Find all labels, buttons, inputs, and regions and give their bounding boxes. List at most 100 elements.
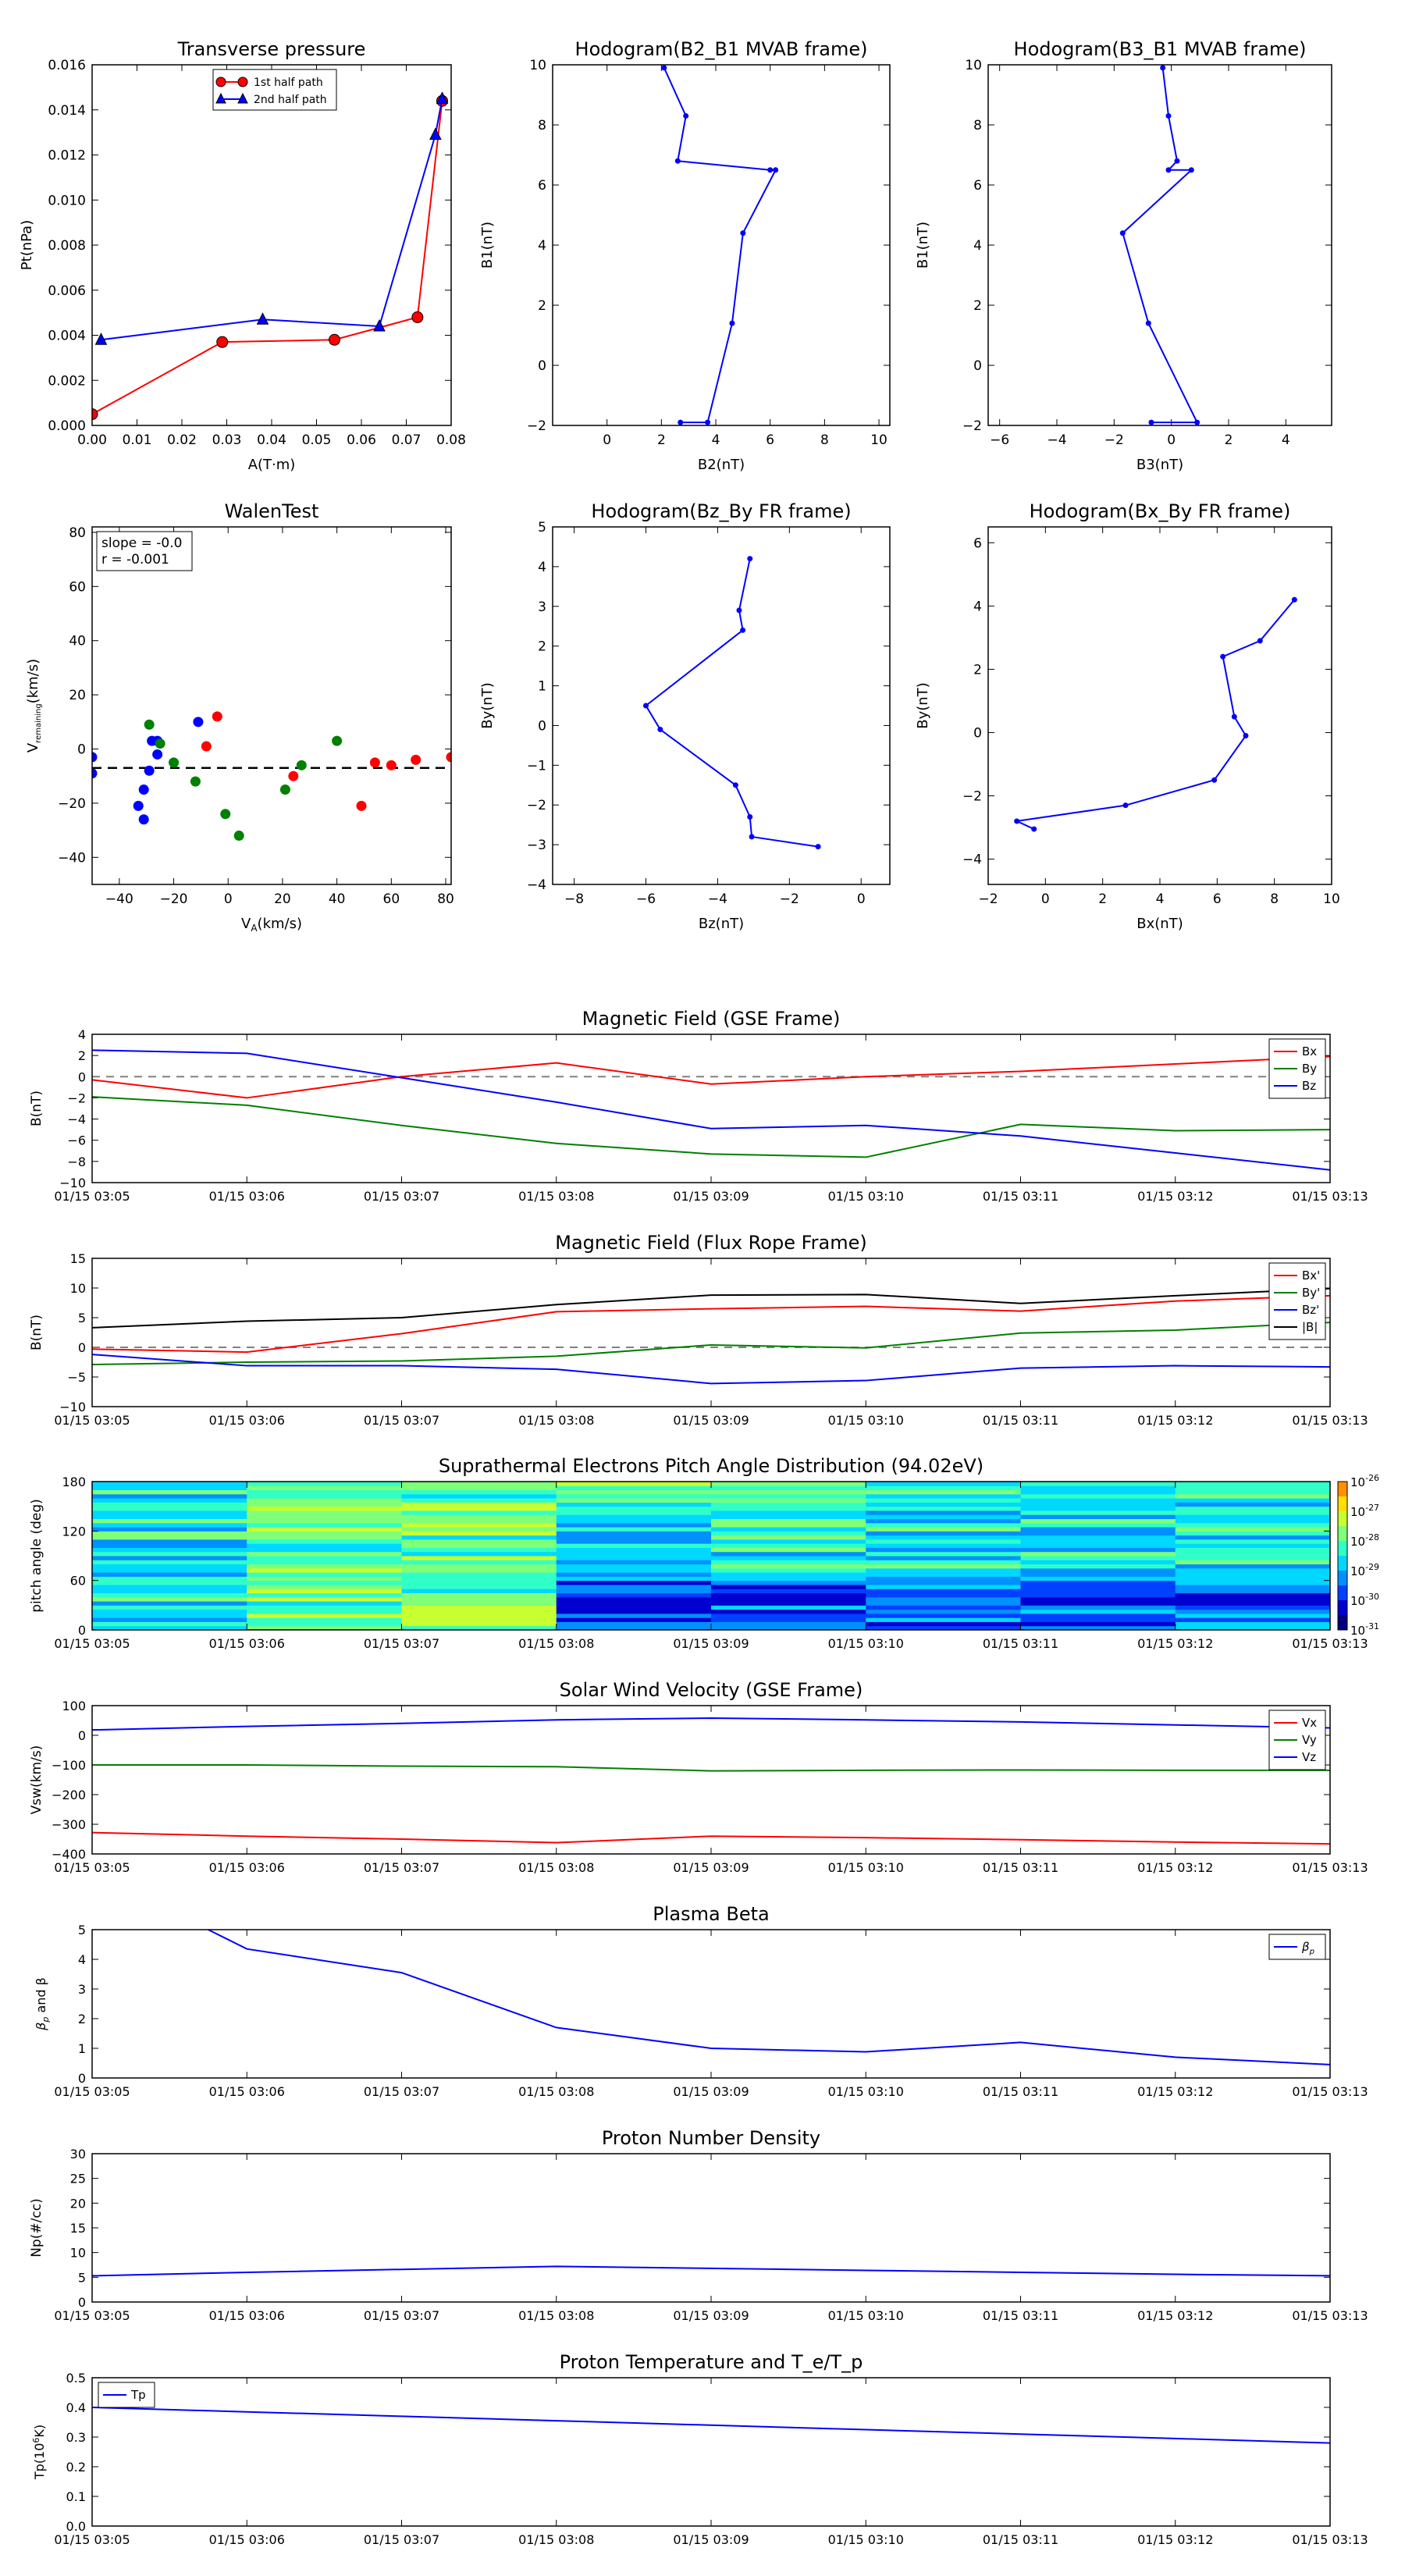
y-tick-label: 2 (973, 298, 982, 314)
data-point (1211, 777, 1218, 783)
x-tick-label: 01/15 03:06 (209, 1860, 285, 1875)
legend (212, 69, 337, 111)
heatmap-cell (247, 1621, 402, 1627)
series-line (92, 1294, 1330, 1354)
x-tick-label: 01/15 03:12 (1137, 2084, 1213, 2099)
heatmap-cell (247, 1580, 402, 1585)
x-tick-label: 0.07 (392, 432, 422, 448)
x-tick-label: −4 (1047, 432, 1066, 448)
x-tick-label: 01/15 03:08 (518, 2532, 594, 2547)
y-tick-label: 0 (973, 358, 982, 374)
data-point (216, 336, 229, 348)
y-tick-label: 0.016 (48, 58, 86, 73)
x-tick-label: 4 (712, 432, 720, 448)
heatmap-cell (401, 1551, 557, 1557)
panel-pad: Suprathermal Electrons Pitch Angle Distr… (29, 1455, 1379, 1651)
heatmap-cell (866, 1551, 1021, 1557)
colorbar-tick-label: 10-29 (1350, 1562, 1379, 1578)
x-tick-label: 01/15 03:10 (828, 1860, 904, 1875)
heatmap-cell (401, 1531, 557, 1536)
data-point (436, 91, 449, 104)
heatmap-cell (556, 1625, 712, 1631)
heatmap-cell (401, 1543, 557, 1548)
heatmap-cell (556, 1510, 712, 1515)
heatmap-cell (1020, 1589, 1176, 1593)
heatmap-cell (866, 1502, 1021, 1507)
y-axis-label: B1(nT) (915, 222, 931, 269)
heatmap-cell (401, 1584, 557, 1589)
series-line (92, 1717, 1330, 1731)
heatmap-cell (1020, 1514, 1176, 1519)
heatmap-cell (866, 1617, 1021, 1622)
heatmap-cell (711, 1572, 866, 1577)
heatmap-cell (1020, 1498, 1176, 1503)
y-tick-label: 1 (538, 679, 546, 695)
heatmap-cell (92, 1543, 247, 1548)
data-point (190, 776, 201, 787)
y-tick-label: −4 (962, 852, 982, 868)
heatmap-cell (247, 1518, 402, 1524)
colorbar: 10-26 10-27 10-28 10-29 10-30 10-31 (1337, 1473, 1379, 1638)
axes-frame (552, 526, 891, 885)
heatmap-cell (1175, 1596, 1331, 1602)
data-point (446, 752, 451, 763)
legend-label: Bz' (1302, 1303, 1319, 1317)
y-tick-label: 0.002 (48, 373, 86, 389)
heatmap-cell (1175, 1522, 1331, 1528)
heatmap-cell (92, 1551, 247, 1557)
chart-title: Transverse pressure (177, 38, 366, 60)
x-tick-label: 01/15 03:05 (54, 1860, 130, 1875)
data-point (705, 419, 711, 425)
data-point (373, 318, 386, 332)
heatmap-cell (247, 1543, 402, 1548)
y-tick-label: −20 (58, 796, 86, 812)
heatmap-cell (866, 1547, 1021, 1553)
heatmap-cell (866, 1567, 1021, 1573)
heatmap-cell (1175, 1560, 1331, 1565)
x-tick-label: 01/15 03:07 (364, 2308, 439, 2323)
y-tick-label: 20 (70, 2196, 86, 2211)
heatmap-cell (1020, 1572, 1176, 1577)
y-tick-label: −2 (962, 418, 982, 434)
heatmap-cell (711, 1551, 866, 1557)
data-point (815, 844, 821, 850)
heatmap-cell (556, 1551, 712, 1557)
heatmap-cell (1020, 1510, 1176, 1515)
axes-frame (987, 64, 1332, 426)
y-tick-label: 0 (77, 742, 86, 758)
heatmap-cell (247, 1609, 402, 1614)
y-tick-label: 60 (69, 579, 86, 595)
data-point (220, 809, 231, 820)
heatmap-cell (556, 1564, 712, 1569)
axes-frame (552, 64, 891, 426)
series-line (92, 1322, 1330, 1366)
heatmap-cell (556, 1547, 712, 1553)
panel-bgse: Magnetic Field (GSE Frame) 01/15 03:05 01/… (29, 1008, 1368, 1204)
x-tick-label: 01/15 03:13 (1292, 2532, 1368, 2547)
legend-marker (237, 76, 248, 87)
legend-label: 1st half path (254, 76, 323, 89)
x-tick-label: 01/15 03:07 (364, 1860, 439, 1875)
x-tick-label: −2 (978, 891, 998, 907)
data-point (732, 782, 738, 788)
heatmap-cell (866, 1592, 1021, 1598)
heatmap-cell (711, 1605, 866, 1610)
heatmap-cell (556, 1531, 712, 1536)
panel-vsw: Solar Wind Velocity (GSE Frame) 01/15 03:… (29, 1679, 1368, 1875)
y-tick-label: 0 (78, 1728, 86, 1743)
x-tick-label: 01/15 03:13 (1292, 1413, 1368, 1428)
data-point (729, 320, 735, 326)
x-tick-label: 01/15 03:06 (209, 2532, 285, 2547)
x-tick-label: 01/15 03:06 (209, 2308, 285, 2323)
heatmap-cell (1020, 1506, 1176, 1511)
x-tick-label: 4 (1156, 891, 1165, 907)
heatmap-cell (711, 1506, 866, 1511)
heatmap-cell (711, 1514, 866, 1519)
axes-frame (987, 526, 1332, 885)
y-tick-label: 0.010 (48, 193, 86, 208)
heatmap-cell (556, 1518, 712, 1524)
data-point (94, 333, 108, 345)
heatmap-cell (866, 1531, 1021, 1536)
heatmap-cell (92, 1527, 247, 1532)
data-point (1122, 802, 1129, 809)
